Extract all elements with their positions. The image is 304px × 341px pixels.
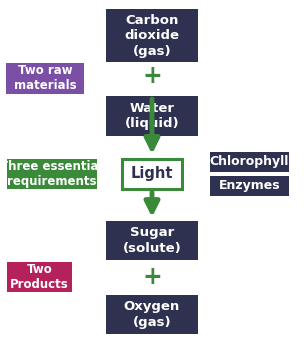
FancyBboxPatch shape: [106, 96, 198, 135]
Text: Carbon
dioxide
(gas): Carbon dioxide (gas): [125, 14, 179, 58]
FancyBboxPatch shape: [106, 295, 198, 334]
Text: Oxygen
(gas): Oxygen (gas): [124, 300, 180, 329]
FancyBboxPatch shape: [210, 152, 289, 172]
FancyBboxPatch shape: [210, 176, 289, 196]
FancyBboxPatch shape: [106, 221, 198, 260]
Text: Enzymes: Enzymes: [219, 179, 280, 192]
Text: Light: Light: [131, 166, 173, 181]
Text: Water
(liquid): Water (liquid): [125, 102, 179, 130]
Text: Two raw
materials: Two raw materials: [14, 64, 76, 92]
Text: +: +: [142, 64, 162, 88]
FancyBboxPatch shape: [7, 159, 96, 189]
FancyBboxPatch shape: [7, 262, 72, 292]
Text: +: +: [142, 265, 162, 289]
FancyBboxPatch shape: [122, 159, 181, 189]
FancyBboxPatch shape: [6, 63, 84, 94]
FancyBboxPatch shape: [106, 9, 198, 62]
Text: Sugar
(solute): Sugar (solute): [123, 226, 181, 255]
Text: Chlorophyll: Chlorophyll: [209, 155, 289, 168]
Text: Two
Products: Two Products: [10, 263, 69, 291]
Text: Three essential
requirements: Three essential requirements: [0, 160, 103, 188]
